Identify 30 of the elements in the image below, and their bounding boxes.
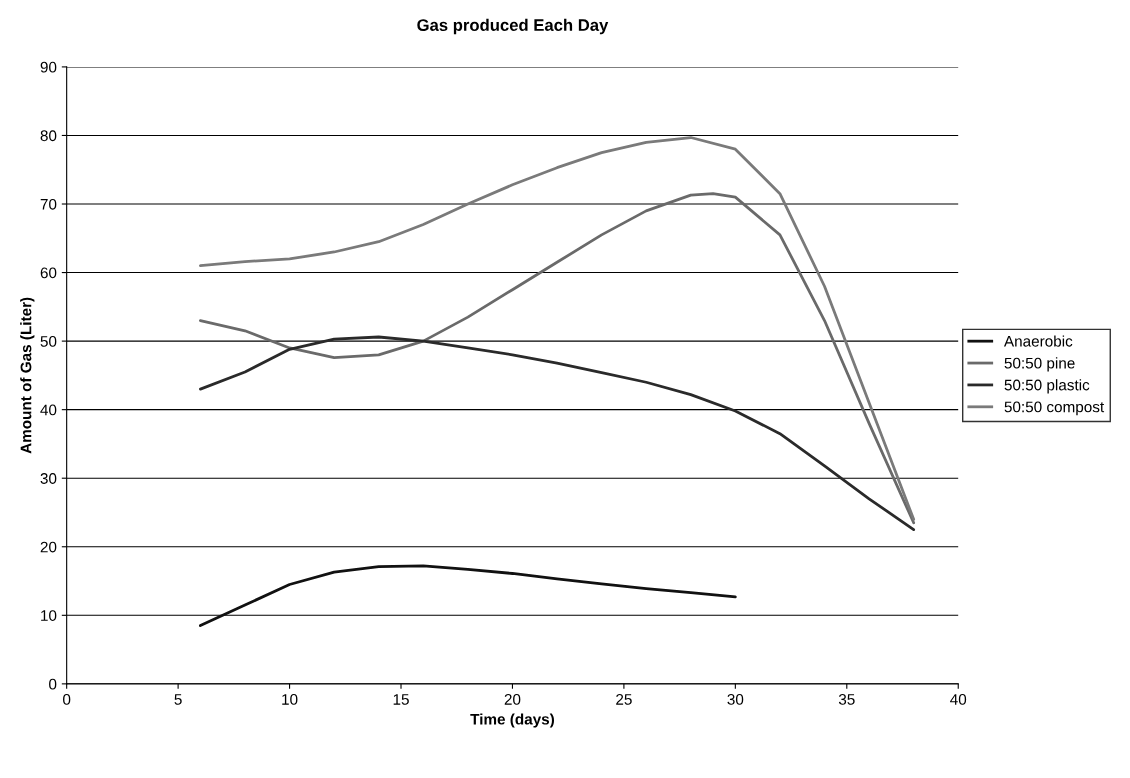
x-tick-label: 25 bbox=[616, 693, 632, 705]
y-tick-label: 70 bbox=[40, 198, 57, 210]
y-tick-label: 30 bbox=[40, 473, 57, 484]
x-tick-label: 15 bbox=[393, 694, 409, 705]
y-tick-label: 40 bbox=[40, 404, 57, 416]
x-tick-label: 35 bbox=[838, 693, 855, 705]
y-tick-label: 0 bbox=[49, 678, 57, 690]
x-tick-label: 30 bbox=[727, 693, 744, 705]
x-tick-label: 10 bbox=[282, 693, 298, 705]
y-tick-label: 80 bbox=[40, 130, 57, 142]
x-axis-title: Time (days) bbox=[470, 713, 555, 728]
y-tick-label: 10 bbox=[41, 610, 57, 621]
line-series bbox=[199, 564, 737, 627]
y-tick-label: 90 bbox=[40, 61, 57, 73]
line-series bbox=[199, 335, 916, 532]
y-tick-label: 60 bbox=[40, 267, 57, 279]
x-tick-label: 5 bbox=[174, 694, 182, 705]
y-tick-label: 50 bbox=[40, 335, 57, 347]
chart-title: Gas produced Each Day bbox=[417, 18, 609, 35]
x-tick-label: 0 bbox=[63, 693, 71, 705]
legend-label: 50:50 compost bbox=[1004, 401, 1105, 416]
legend-label: Anaerobic bbox=[1003, 335, 1073, 347]
line-series bbox=[199, 192, 916, 525]
y-tick-label: 20 bbox=[40, 541, 57, 553]
x-tick-label: 40 bbox=[950, 693, 967, 705]
y-axis-title: Amount of Gas (Liter) bbox=[20, 297, 35, 454]
legend-label: 50:50 pine bbox=[1004, 357, 1075, 372]
x-tick-label: 20 bbox=[504, 693, 521, 705]
line-series bbox=[199, 136, 916, 521]
legend-label: 50:50 plastic bbox=[1004, 379, 1090, 394]
